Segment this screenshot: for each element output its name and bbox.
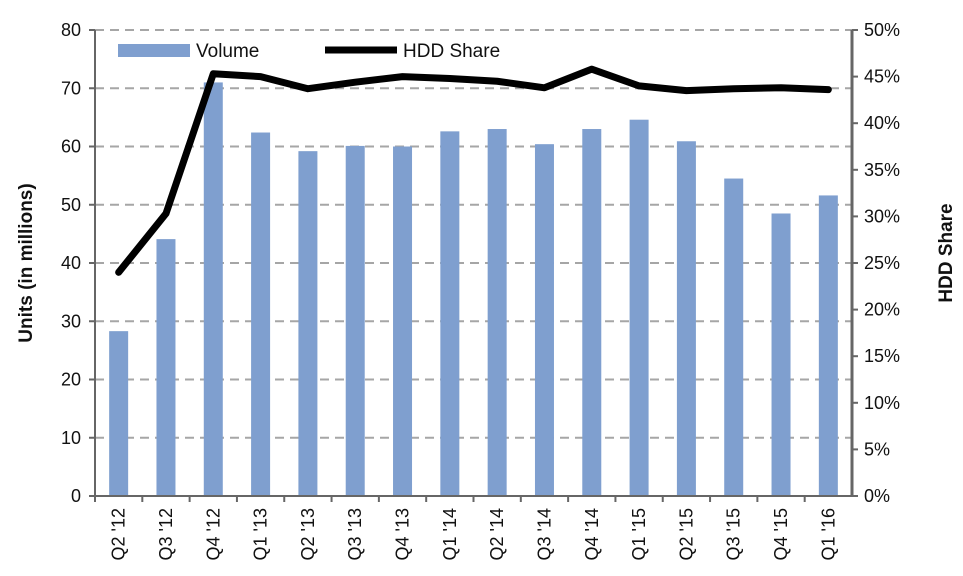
right-axis-title: HDD Share (936, 203, 957, 302)
volume-bar (724, 178, 744, 496)
left-tick-label: 60 (61, 137, 81, 157)
legend-hdd-share-label: HDD Share (403, 41, 500, 62)
left-tick-label: 10 (61, 428, 81, 448)
hdd-share-point (827, 89, 829, 91)
hdd-share-series-line (115, 65, 832, 276)
hdd-share-point (496, 80, 498, 82)
right-tick-label: 0% (864, 486, 890, 506)
hdd-share-point (260, 76, 262, 78)
right-tick-label: 10% (864, 393, 900, 413)
x-tick-label: Q1 '14 (440, 508, 460, 560)
left-tick-label: 50 (61, 195, 81, 215)
right-tick-label: 30% (864, 206, 900, 226)
x-tick-label: Q4 '15 (771, 508, 791, 560)
legend-volume-swatch (118, 44, 190, 57)
legend: Volume HDD Share (118, 41, 500, 62)
hdd-share-point (212, 73, 214, 75)
right-tick-label: 35% (864, 160, 900, 180)
x-tick-label: Q2 '13 (298, 508, 318, 560)
left-y-tick-labels: 0 10 20 30 40 50 60 70 80 (61, 20, 95, 506)
volume-bar (251, 132, 271, 496)
volume-bars (109, 82, 838, 497)
hdd-share-point (733, 88, 735, 90)
volume-bar (156, 239, 176, 496)
left-tick-label: 20 (61, 370, 81, 390)
right-tick-label: 15% (864, 346, 900, 366)
left-tick-label: 70 (61, 78, 81, 98)
x-tick-label: Q2 '14 (487, 508, 507, 560)
x-tick-label: Q4 '12 (203, 508, 223, 560)
x-tick-label: Q3 '14 (534, 508, 554, 560)
x-tick-label: Q2 '15 (676, 508, 696, 560)
volume-bar (440, 131, 460, 497)
volume-bar (109, 331, 129, 496)
x-tick-label: Q3 '15 (724, 508, 744, 560)
right-tick-label: 45% (864, 67, 900, 87)
volume-bar (676, 141, 696, 496)
x-tick-label: Q3 '12 (156, 508, 176, 560)
x-tick-labels: Q2 '12 Q3 '12 Q4 '12 Q1 '13 Q2 '13 Q3 '13 Q4 '… (94, 496, 838, 560)
hdd-share-point (402, 76, 404, 78)
x-tick-label: Q1 '13 (251, 508, 271, 560)
right-tick-label: 5% (864, 439, 890, 459)
volume-bar (298, 151, 318, 496)
volume-bar (629, 119, 649, 496)
volume-bar (582, 129, 602, 496)
hdd-share-point (118, 271, 120, 273)
hdd-share-point (354, 81, 356, 83)
volume-bar (534, 144, 554, 497)
hdd-share-point (543, 87, 545, 89)
left-tick-label: 40 (61, 253, 81, 273)
x-tick-label: Q4 '13 (393, 508, 413, 560)
left-tick-label: 80 (61, 20, 81, 40)
legend-volume-label: Volume (196, 41, 259, 62)
volume-bar (345, 145, 365, 497)
hdd-share-point (780, 87, 782, 89)
x-tick-label: Q1 '15 (629, 508, 649, 560)
right-tick-label: 40% (864, 113, 900, 133)
volume-bar (393, 146, 413, 496)
volume-bar (818, 195, 838, 496)
left-tick-label: 30 (61, 311, 81, 331)
left-axis-title: Units (in millions) (16, 183, 37, 342)
left-tick-label: 0 (71, 486, 81, 506)
hdd-share-point (165, 213, 167, 215)
x-tick-label: Q3 '13 (345, 508, 365, 560)
volume-bar (487, 129, 507, 496)
hdd-share-point (591, 68, 593, 70)
hdd-share-point (638, 85, 640, 87)
hdd-share-line (115, 65, 832, 276)
hdd-share-point (685, 90, 687, 92)
volume-bar (771, 213, 791, 497)
right-tick-label: 25% (864, 253, 900, 273)
right-y-tick-labels: 0% 5% 10% 15% 20% 25% 30% 35% 40% 45% 50% (852, 20, 900, 506)
hdd-share-point (307, 88, 309, 90)
right-tick-label: 20% (864, 300, 900, 320)
x-tick-label: Q4 '14 (582, 508, 602, 560)
hdd-share-point (449, 77, 451, 79)
x-tick-label: Q1 '16 (818, 508, 838, 560)
x-tick-label: Q2 '12 (109, 508, 129, 560)
right-tick-label: 50% (864, 20, 900, 40)
volume-bar (203, 82, 223, 497)
